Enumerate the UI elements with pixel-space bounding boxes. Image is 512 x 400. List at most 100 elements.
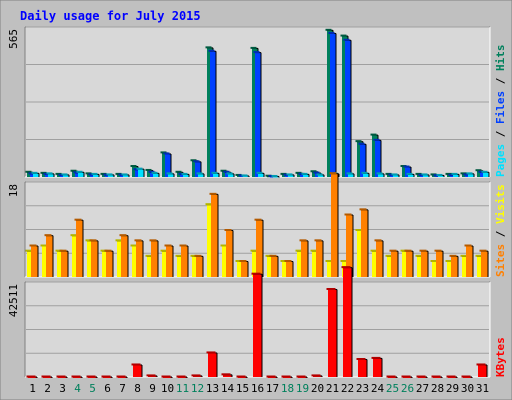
- bar-files-day-24-bevel: [373, 138, 380, 141]
- bar-hits-day-3-bevel: [55, 172, 62, 175]
- legend-pages: Pages: [494, 144, 507, 177]
- x-tick-label-day-23: 23: [356, 382, 369, 395]
- bar-pages-day-30: [466, 172, 475, 177]
- bar-kbytes-day-20-bevel: [311, 374, 321, 377]
- bar-sites-day-27-fill: [421, 251, 428, 277]
- bar-sites-day-28-fill: [436, 251, 443, 277]
- bar-visits-day-20-bevel: [310, 249, 318, 252]
- bar-pages-day-6-bevel: [106, 173, 113, 176]
- bar-pages-day-28-bevel: [436, 173, 443, 176]
- bar-sites-day-1: [29, 244, 39, 277]
- bar-pages-day-18-bevel: [286, 173, 293, 176]
- bar-pages-day-24-fill: [378, 173, 384, 177]
- bar-files-day-12-bevel: [193, 160, 200, 163]
- bar-visits-day-10-fill: [162, 251, 169, 277]
- bar-sites-day-26-bevel: [404, 249, 412, 252]
- x-tick-label-day-25: 25: [386, 382, 399, 395]
- bar-hits-day-10-bevel: [160, 151, 167, 154]
- bar-pages-day-9-bevel: [151, 171, 158, 174]
- x-tick-label-day-29: 29: [446, 382, 459, 395]
- bar-kbytes-day-12-fill: [193, 375, 202, 377]
- bar-kbytes-day-14-fill: [223, 374, 232, 377]
- bar-visits-day-7-bevel: [115, 239, 123, 242]
- bar-pages-day-6: [106, 173, 115, 177]
- bar-visits-day-22-bevel: [340, 260, 348, 262]
- bar-kbytes-day-22: [341, 266, 353, 377]
- bar-kbytes-day-24: [371, 356, 383, 377]
- x-tick-label-day-19: 19: [296, 382, 309, 395]
- bar-kbytes-day-30-bevel: [461, 375, 471, 378]
- bar-sites-day-14-bevel: [224, 229, 232, 231]
- bar-sites-day-26-fill: [406, 251, 413, 277]
- bar-visits-day-14-fill: [222, 246, 229, 277]
- bar-pages-day-29: [451, 172, 460, 177]
- bar-sites-day-2: [44, 234, 54, 277]
- bar-pages-day-19-fill: [303, 174, 309, 177]
- bar-sites-day-9-bevel: [149, 239, 157, 242]
- bar-pages-day-29-bevel: [451, 172, 458, 175]
- bar-pages-day-15-fill: [243, 175, 249, 177]
- bar-pages-day-27-bevel: [421, 173, 428, 176]
- bar-pages-day-6-fill: [108, 174, 114, 177]
- bar-pages-day-16-fill: [258, 173, 264, 177]
- bar-sites-day-14-fill: [226, 230, 233, 277]
- bar-pages-day-10: [166, 172, 175, 177]
- bar-visits-day-21-bevel: [325, 260, 333, 262]
- panel-kbytes-bars: [26, 266, 488, 378]
- bar-kbytes-day-22-bevel: [341, 266, 351, 269]
- bar-sites-day-6: [104, 249, 114, 277]
- bar-pages-day-11-bevel: [181, 172, 188, 175]
- bar-sites-day-20: [314, 239, 324, 277]
- bar-kbytes-day-28-bevel: [431, 375, 441, 378]
- x-tick-label-day-21: 21: [326, 382, 339, 395]
- bar-sites-day-4-bevel: [74, 218, 82, 221]
- bar-visits-day-31-fill: [477, 256, 484, 277]
- bar-pages-day-1-fill: [33, 173, 39, 177]
- bar-pages-day-20-fill: [318, 174, 324, 177]
- bar-pages-day-22-bevel: [346, 172, 353, 175]
- bar-pages-day-30-bevel: [466, 172, 473, 175]
- bar-sites-day-28: [434, 249, 444, 277]
- bar-sites-day-25-fill: [391, 251, 398, 277]
- bar-kbytes-day-13-bevel: [206, 351, 216, 354]
- bar-hits-day-2-bevel: [40, 171, 47, 174]
- bar-kbytes-day-24-fill: [373, 358, 382, 377]
- bar-kbytes-day-3: [56, 375, 68, 378]
- bar-sites-day-17-bevel: [269, 254, 277, 257]
- bar-visits-day-11-bevel: [175, 254, 183, 257]
- bar-files-day-29-bevel: [448, 173, 455, 176]
- panel-visits-sites-legend: Sites / Visits: [494, 184, 507, 277]
- bar-visits-day-31-bevel: [475, 254, 483, 257]
- x-tick-label-day-10: 10: [161, 382, 174, 395]
- bar-pages-day-7: [121, 173, 130, 177]
- bar-pages-day-12-bevel: [196, 172, 203, 175]
- bar-pages-day-24: [376, 172, 385, 177]
- bar-files-day-22-fill: [345, 40, 351, 177]
- bar-visits-day-3-fill: [57, 251, 64, 277]
- bar-files-day-23-bevel: [358, 142, 365, 145]
- bar-files-day-24: [373, 138, 382, 177]
- bar-sites-day-7: [119, 234, 129, 277]
- bar-visits-day-2-bevel: [40, 244, 48, 247]
- bar-hits-day-14-bevel: [220, 169, 227, 172]
- bar-sites-day-8-fill: [136, 240, 143, 277]
- bar-visits-day-30-fill: [462, 256, 469, 277]
- x-tick-label-day-30: 30: [461, 382, 474, 395]
- bar-sites-day-30-fill: [466, 246, 473, 277]
- bar-pages-day-7-bevel: [121, 173, 128, 176]
- bar-sites-day-23: [359, 208, 369, 277]
- bar-files-day-21: [328, 31, 337, 178]
- bar-kbytes-day-19-bevel: [296, 375, 306, 378]
- bar-pages-day-25-fill: [393, 174, 399, 177]
- bar-pages-day-12: [196, 172, 205, 177]
- chart-title: Daily usage for July 2015: [20, 9, 201, 23]
- x-tick-label-day-22: 22: [341, 382, 354, 395]
- bar-pages-day-19-bevel: [301, 172, 308, 175]
- bar-kbytes-day-6-bevel: [101, 375, 111, 378]
- panel-hits-files-pages-ymax-label: 565: [7, 29, 20, 49]
- bar-sites-day-18: [284, 260, 294, 277]
- bar-kbytes-day-14: [221, 373, 233, 377]
- bar-sites-day-29: [449, 254, 459, 277]
- bar-kbytes-day-15-bevel: [236, 375, 246, 378]
- bar-pages-day-1-bevel: [31, 171, 38, 174]
